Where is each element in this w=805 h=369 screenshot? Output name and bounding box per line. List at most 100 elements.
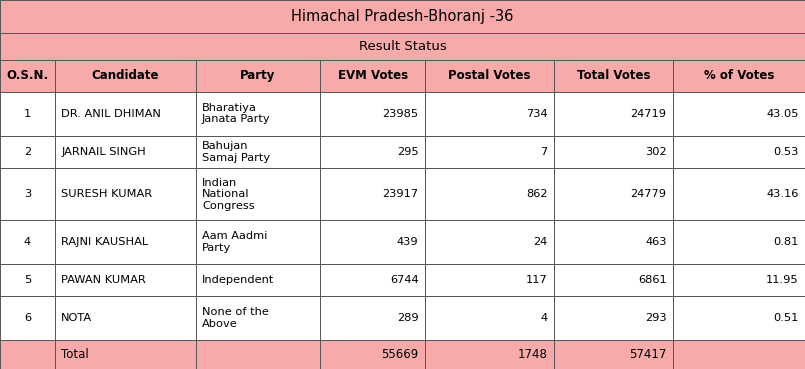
Text: 4: 4 (540, 313, 547, 323)
Bar (196, 135, 320, 168)
Text: 24719: 24719 (630, 108, 667, 118)
Bar (55, 296, 196, 340)
Text: 43.16: 43.16 (766, 189, 799, 199)
Text: 23917: 23917 (382, 189, 419, 199)
Bar (0, 33, 805, 60)
Bar (673, 220, 805, 264)
Bar (425, 296, 554, 340)
Text: JARNAIL SINGH: JARNAIL SINGH (61, 147, 146, 157)
Bar (425, 92, 554, 135)
Text: RAJNI KAUSHAL: RAJNI KAUSHAL (61, 237, 148, 247)
Bar (55, 60, 196, 92)
Text: 57417: 57417 (630, 348, 667, 361)
Bar (673, 92, 805, 135)
Bar (425, 135, 554, 168)
Text: 302: 302 (645, 147, 667, 157)
Text: 5: 5 (23, 275, 31, 285)
Bar (196, 168, 320, 220)
Text: DR. ANIL DHIMAN: DR. ANIL DHIMAN (61, 108, 161, 118)
Text: 117: 117 (526, 275, 547, 285)
Bar (320, 92, 425, 135)
Text: EVM Votes: EVM Votes (337, 69, 408, 82)
Text: Postal Votes: Postal Votes (448, 69, 530, 82)
Text: 1: 1 (23, 108, 31, 118)
Bar (554, 220, 673, 264)
Bar (320, 135, 425, 168)
Bar (0, 220, 55, 264)
Bar (320, 60, 425, 92)
Bar (554, 135, 673, 168)
Bar (196, 220, 320, 264)
Bar (0, 0, 805, 33)
Text: Result Status: Result Status (358, 40, 447, 53)
Text: SURESH KUMAR: SURESH KUMAR (61, 189, 152, 199)
Text: 1748: 1748 (518, 348, 547, 361)
Text: Bahujan
Samaj Party: Bahujan Samaj Party (202, 141, 270, 163)
Bar (320, 340, 425, 369)
Text: 2: 2 (24, 147, 31, 157)
Bar (55, 92, 196, 135)
Text: None of the
Above: None of the Above (202, 307, 269, 329)
Text: Independent: Independent (202, 275, 275, 285)
Bar (0, 264, 55, 296)
Bar (673, 60, 805, 92)
Text: 6: 6 (24, 313, 31, 323)
Bar (0, 60, 55, 92)
Text: 43.05: 43.05 (766, 108, 799, 118)
Text: 0.51: 0.51 (773, 313, 799, 323)
Bar (554, 168, 673, 220)
Bar (673, 264, 805, 296)
Text: NOTA: NOTA (61, 313, 93, 323)
Bar (55, 264, 196, 296)
Bar (320, 264, 425, 296)
Bar (554, 296, 673, 340)
Text: Total: Total (61, 348, 89, 361)
Text: 293: 293 (645, 313, 667, 323)
Bar (196, 340, 320, 369)
Text: 0.53: 0.53 (773, 147, 799, 157)
Bar (425, 220, 554, 264)
Bar (196, 92, 320, 135)
Bar (554, 60, 673, 92)
Bar (0, 340, 55, 369)
Text: 4: 4 (24, 237, 31, 247)
Text: Candidate: Candidate (92, 69, 159, 82)
Text: 289: 289 (397, 313, 419, 323)
Text: O.S.N.: O.S.N. (6, 69, 48, 82)
Bar (320, 220, 425, 264)
Text: % of Votes: % of Votes (704, 69, 774, 82)
Bar (673, 135, 805, 168)
Bar (55, 168, 196, 220)
Bar (0, 135, 55, 168)
Bar (55, 220, 196, 264)
Text: 11.95: 11.95 (766, 275, 799, 285)
Bar (55, 135, 196, 168)
Bar (196, 60, 320, 92)
Text: 7: 7 (540, 147, 547, 157)
Bar (673, 296, 805, 340)
Text: 55669: 55669 (382, 348, 419, 361)
Bar (554, 340, 673, 369)
Text: 295: 295 (397, 147, 419, 157)
Text: 439: 439 (397, 237, 419, 247)
Bar (0, 92, 55, 135)
Text: 6861: 6861 (638, 275, 667, 285)
Text: 734: 734 (526, 108, 547, 118)
Text: 24: 24 (533, 237, 547, 247)
Text: Bharatiya
Janata Party: Bharatiya Janata Party (202, 103, 270, 124)
Bar (425, 340, 554, 369)
Bar (673, 340, 805, 369)
Text: Himachal Pradesh-Bhoranj -36: Himachal Pradesh-Bhoranj -36 (291, 9, 514, 24)
Bar (0, 296, 55, 340)
Bar (425, 168, 554, 220)
Text: 23985: 23985 (382, 108, 419, 118)
Text: PAWAN KUMAR: PAWAN KUMAR (61, 275, 146, 285)
Text: Aam Aadmi
Party: Aam Aadmi Party (202, 231, 267, 253)
Text: 3: 3 (23, 189, 31, 199)
Bar (196, 264, 320, 296)
Text: 0.81: 0.81 (773, 237, 799, 247)
Text: Party: Party (241, 69, 275, 82)
Bar (320, 296, 425, 340)
Bar (554, 92, 673, 135)
Text: Indian
National
Congress: Indian National Congress (202, 177, 254, 211)
